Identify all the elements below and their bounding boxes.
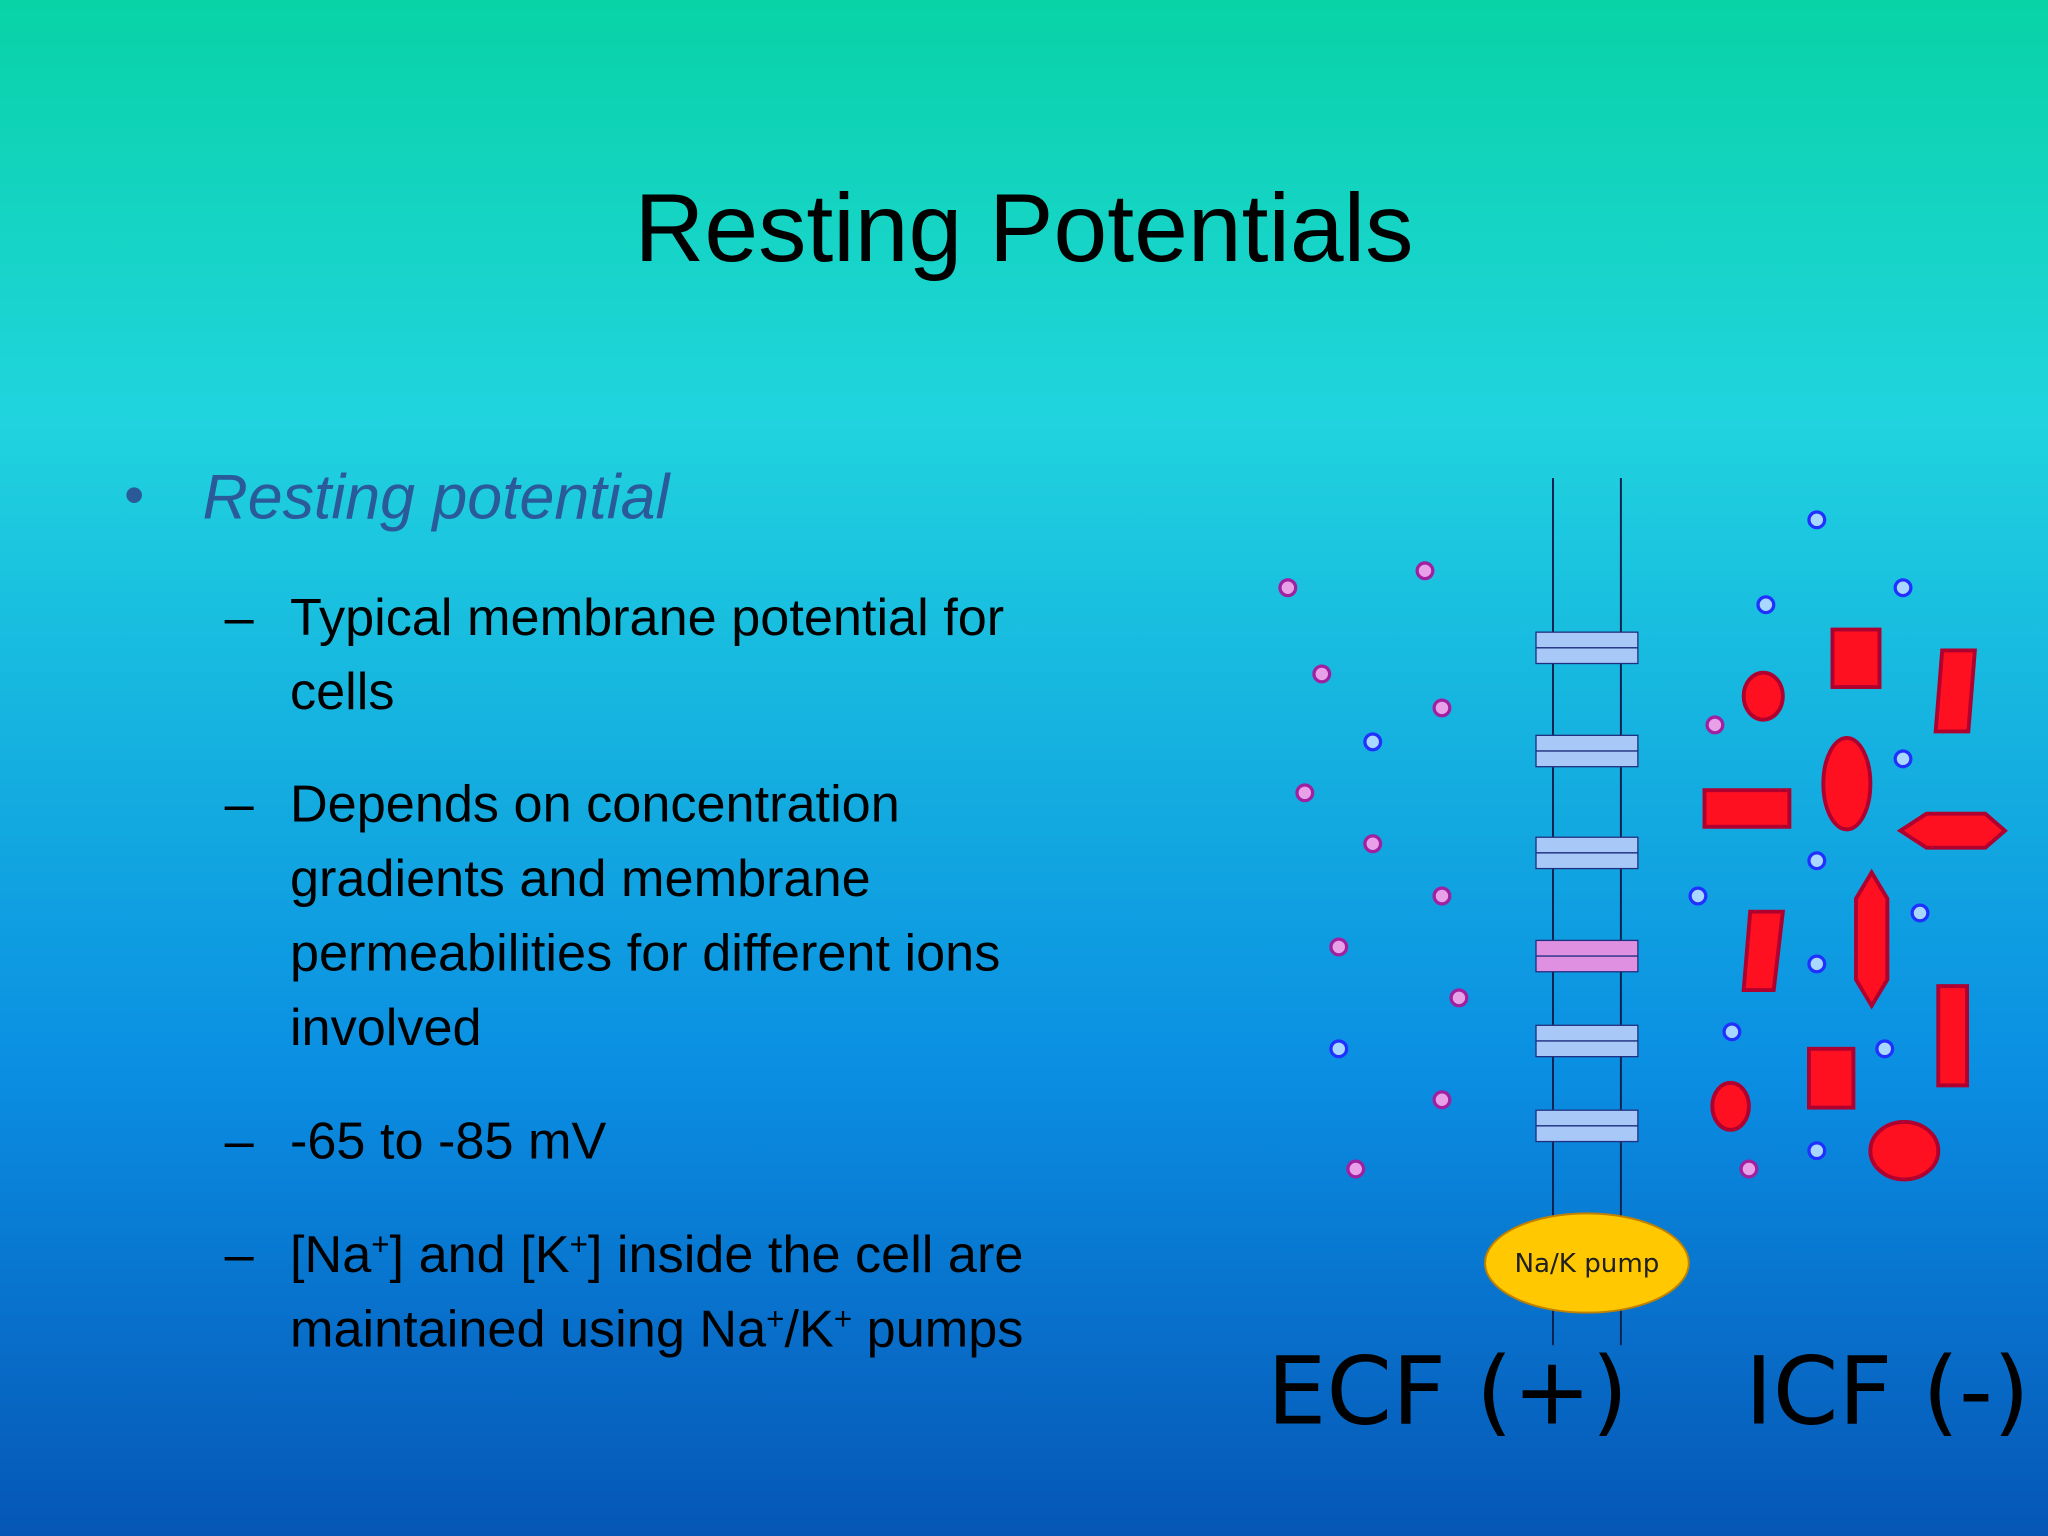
channel: [1535, 836, 1639, 854]
ion-magenta: [1312, 664, 1332, 684]
channel: [1535, 734, 1639, 752]
channel: [1535, 750, 1639, 768]
channel: [1535, 955, 1639, 973]
ion-magenta: [1295, 783, 1315, 803]
text-run: Depends on concentration: [290, 776, 900, 834]
sub-bullet-line: Depends on concentration: [290, 776, 900, 834]
ecf-label: ECF (+): [1267, 1338, 1628, 1447]
ion-blue: [1893, 749, 1913, 769]
text-run: ] and [K: [390, 1226, 570, 1284]
ion-magenta: [1278, 578, 1298, 598]
membrane-diagram: Na/K pump ECF (+) ICF (-): [1267, 478, 2030, 1447]
superscript: +: [834, 1301, 852, 1336]
anion: [1807, 1046, 1856, 1110]
ion-blue: [1329, 1039, 1349, 1059]
ion-blue: [1756, 595, 1776, 615]
ion-blue: [1807, 954, 1827, 974]
ion-magenta: [1739, 1159, 1759, 1179]
ion-blue: [1807, 851, 1827, 871]
ions: [1278, 510, 2008, 1182]
anion: [1896, 811, 2008, 850]
anion: [1741, 909, 1786, 992]
dash: –: [225, 589, 255, 647]
text-run: [Na: [290, 1226, 372, 1284]
channel: [1535, 939, 1639, 957]
anion: [1830, 627, 1882, 689]
text-run: permeabilities for different ions: [290, 924, 1000, 982]
ion-blue: [1807, 510, 1827, 530]
ion-blue: [1893, 578, 1913, 598]
pump: [1484, 1212, 1690, 1314]
sub-bullet-line: Typical membrane potential for: [290, 589, 1004, 647]
ion-blue: [1722, 1022, 1742, 1042]
text-run: pumps: [852, 1301, 1023, 1359]
superscript: +: [766, 1301, 784, 1336]
ion-blue: [1910, 903, 1930, 923]
ion-magenta: [1329, 937, 1349, 957]
channel: [1535, 1125, 1639, 1143]
sub-bullet-line: maintained using Na+/K+ pumps: [290, 1301, 1023, 1359]
text-run: /K: [784, 1301, 834, 1359]
ion-magenta: [1449, 988, 1469, 1008]
dash: –: [225, 1226, 255, 1284]
anion: [1821, 736, 1873, 832]
text-run: -65 to -85 mV: [290, 1113, 607, 1171]
ion-magenta: [1432, 1090, 1452, 1110]
ion-blue: [1807, 1141, 1827, 1161]
anion: [1702, 788, 1792, 829]
anion: [1710, 1080, 1751, 1132]
text-run: gradients and membrane: [290, 850, 871, 908]
superscript: +: [570, 1227, 588, 1262]
ion-magenta: [1705, 715, 1725, 735]
text-run: cells: [290, 663, 395, 721]
anion: [1933, 648, 1977, 734]
icf-label: ICF (-): [1745, 1338, 2030, 1447]
dash: –: [225, 1113, 255, 1171]
ion-magenta: [1346, 1159, 1366, 1179]
sub-bullet-line: involved: [290, 999, 482, 1057]
anion: [1741, 670, 1785, 722]
channel: [1535, 1024, 1639, 1042]
slide-title: Resting Potentials: [635, 175, 1414, 282]
sub-bullet-line: cells: [290, 663, 395, 721]
text-run: involved: [290, 999, 482, 1057]
channel: [1535, 1040, 1639, 1058]
ion-magenta: [1363, 834, 1383, 854]
channel: [1535, 852, 1639, 870]
sub-bullet-line: gradients and membrane: [290, 850, 871, 908]
sub-bullet-line: [Na+] and [K+] inside the cell are: [290, 1226, 1023, 1284]
ion-blue: [1875, 1039, 1895, 1059]
anion: [1868, 1119, 1941, 1182]
bullet-dot: •: [124, 464, 144, 528]
anion: [1936, 984, 1969, 1088]
text-run: ] inside the cell are: [588, 1226, 1024, 1284]
channel: [1535, 647, 1639, 665]
ion-magenta: [1415, 561, 1435, 581]
ion-magenta: [1432, 886, 1452, 906]
bullet-heading: Resting potential: [202, 463, 671, 533]
sub-bullet-line: permeabilities for different ions: [290, 924, 1000, 982]
ion-magenta: [1432, 698, 1452, 718]
anion: [1854, 868, 1890, 1010]
ion-blue: [1688, 886, 1708, 906]
pump-label: Na/K pump: [1514, 1249, 1659, 1279]
channel: [1535, 631, 1639, 649]
sub-bullet-line: -65 to -85 mV: [290, 1113, 607, 1171]
superscript: +: [371, 1227, 389, 1262]
ion-blue: [1363, 732, 1383, 752]
dash: –: [225, 776, 255, 834]
text-run: Typical membrane potential for: [290, 589, 1004, 647]
channel: [1535, 1109, 1639, 1127]
text-run: maintained using Na: [290, 1301, 767, 1359]
